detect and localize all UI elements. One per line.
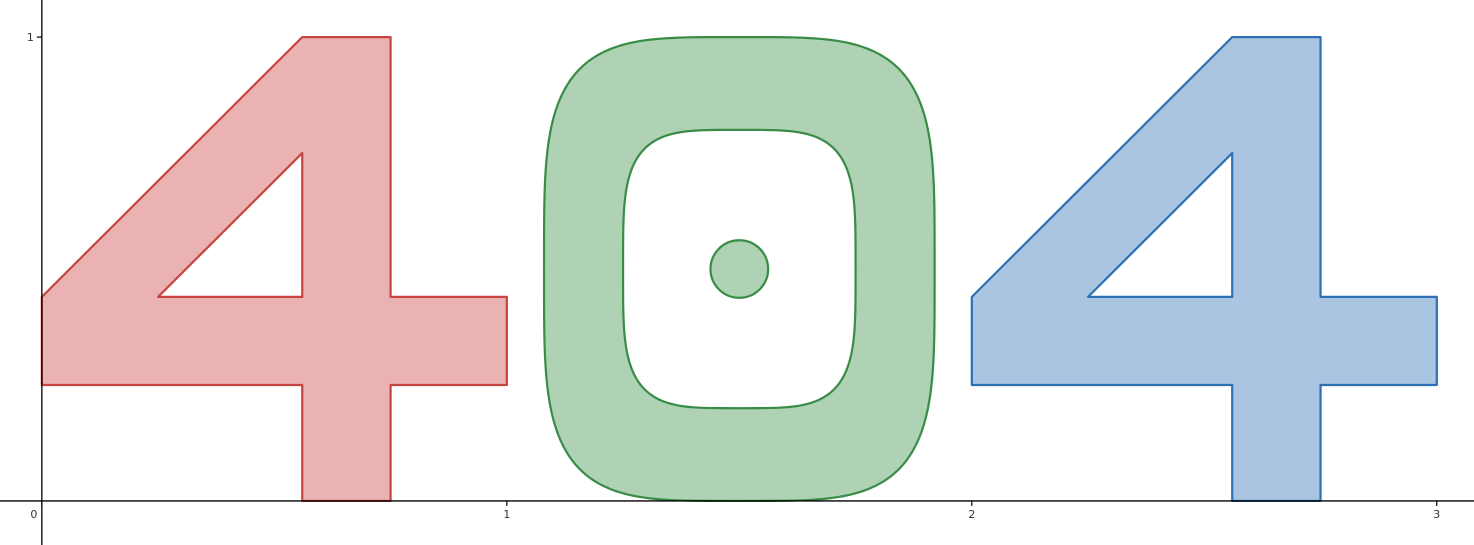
x-tick-label: 2 — [968, 508, 975, 521]
series-3-shape — [972, 37, 1437, 501]
x-tick-label: 1 — [503, 508, 510, 521]
x-tick-label: 3 — [1433, 508, 1440, 521]
series-2-dot — [710, 240, 768, 298]
series-1-shape — [42, 37, 507, 501]
y-tick-label: 1 — [27, 31, 34, 44]
plotted-shapes — [42, 37, 1437, 501]
x-tick-label: 0 — [30, 508, 37, 521]
